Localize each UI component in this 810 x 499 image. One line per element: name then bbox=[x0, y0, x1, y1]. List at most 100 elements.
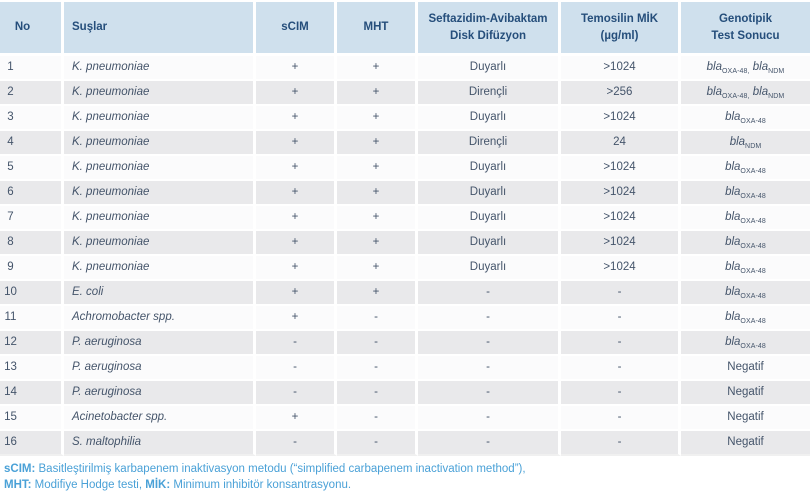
cell-ceftazidime-avibactam: Duyarlı bbox=[418, 181, 561, 206]
cell-strain: P. aeruginosa bbox=[64, 381, 256, 406]
cell-no: 1 bbox=[0, 56, 64, 81]
cell-no: 5 bbox=[0, 156, 64, 181]
table-row: 5 K. pneumoniae + + Duyarlı >1024 blaOXA-48 bbox=[0, 156, 810, 181]
cell-strain: P. aeruginosa bbox=[64, 331, 256, 356]
cell-strain: P. aeruginosa bbox=[64, 356, 256, 381]
table-row: 16 S. maltophilia - - - - Negatif bbox=[0, 431, 810, 456]
cell-scim: + bbox=[256, 106, 337, 131]
cell-scim: - bbox=[256, 431, 337, 456]
cell-temocillin-mic: - bbox=[561, 431, 681, 456]
cell-temocillin-mic: >1024 bbox=[561, 256, 681, 281]
cell-mht: - bbox=[337, 406, 418, 431]
cell-genotype: blaOXA-48 bbox=[681, 281, 810, 306]
cell-genotype: Negatif bbox=[681, 406, 810, 431]
cell-scim: + bbox=[256, 406, 337, 431]
table-row: 8 K. pneumoniae + + Duyarlı >1024 blaOXA-48 bbox=[0, 231, 810, 256]
cell-mht: + bbox=[337, 206, 418, 231]
cell-scim: + bbox=[256, 306, 337, 331]
table-row: 15 Acinetobacter spp. + - - - Negatif bbox=[0, 406, 810, 431]
col-header-ceftazidime-avibactam: Seftazidim-Avibaktam Disk Difüzyon bbox=[418, 2, 561, 56]
cell-mht: - bbox=[337, 306, 418, 331]
cell-no: 13 bbox=[0, 356, 64, 381]
col-header-no: No bbox=[0, 2, 64, 56]
cell-ceftazidime-avibactam: - bbox=[418, 406, 561, 431]
cell-mht: + bbox=[337, 106, 418, 131]
cell-scim: + bbox=[256, 56, 337, 81]
cell-mht: + bbox=[337, 281, 418, 306]
table-body: 1 K. pneumoniae + + Duyarlı >1024 blaOXA-48, b… bbox=[0, 56, 810, 456]
table-row: 13 P. aeruginosa - - - - Negatif bbox=[0, 356, 810, 381]
table-row: 1 K. pneumoniae + + Duyarlı >1024 blaOXA-48, b… bbox=[0, 56, 810, 81]
cell-scim: + bbox=[256, 281, 337, 306]
cell-no: 9 bbox=[0, 256, 64, 281]
cell-strain: K. pneumoniae bbox=[64, 181, 256, 206]
cell-mht: + bbox=[337, 56, 418, 81]
cell-scim: - bbox=[256, 331, 337, 356]
cell-no: 3 bbox=[0, 106, 64, 131]
cell-no: 12 bbox=[0, 331, 64, 356]
cell-mht: + bbox=[337, 156, 418, 181]
cell-no: 2 bbox=[0, 81, 64, 106]
cell-mht: - bbox=[337, 431, 418, 456]
cell-genotype: blaOXA-48 bbox=[681, 331, 810, 356]
cell-genotype: blaNDM bbox=[681, 131, 810, 156]
cell-temocillin-mic: - bbox=[561, 331, 681, 356]
col-header-temocillin-mic: Temosilin MİK (µg/ml) bbox=[561, 2, 681, 56]
cell-mht: + bbox=[337, 131, 418, 156]
table-row: 6 K. pneumoniae + + Duyarlı >1024 blaOXA-48 bbox=[0, 181, 810, 206]
cell-scim: + bbox=[256, 206, 337, 231]
cell-strain: K. pneumoniae bbox=[64, 256, 256, 281]
cell-ceftazidime-avibactam: Dirençli bbox=[418, 131, 561, 156]
cell-temocillin-mic: - bbox=[561, 306, 681, 331]
footnote-abbr: MHT: bbox=[4, 478, 32, 491]
header-row: No Suşlar sCIM MHT Seftazidim-Avibaktam … bbox=[0, 2, 810, 56]
cell-strain: Acinetobacter spp. bbox=[64, 406, 256, 431]
cell-mht: - bbox=[337, 356, 418, 381]
cell-mht: + bbox=[337, 81, 418, 106]
cell-genotype: blaOXA-48 bbox=[681, 256, 810, 281]
table-row: 12 P. aeruginosa - - - - blaOXA-48 bbox=[0, 331, 810, 356]
cell-temocillin-mic: >1024 bbox=[561, 206, 681, 231]
cell-ceftazidime-avibactam: Duyarlı bbox=[418, 231, 561, 256]
table-row: 3 K. pneumoniae + + Duyarlı >1024 blaOXA-48 bbox=[0, 106, 810, 131]
cell-temocillin-mic: - bbox=[561, 356, 681, 381]
col-header-scim: sCIM bbox=[256, 2, 337, 56]
cell-genotype: blaOXA-48 bbox=[681, 306, 810, 331]
cell-strain: S. maltophilia bbox=[64, 431, 256, 456]
cell-strain: K. pneumoniae bbox=[64, 106, 256, 131]
table-row: 11 Achromobacter spp. + - - - blaOXA-48 bbox=[0, 306, 810, 331]
table-row: 10 E. coli + + - - blaOXA-48 bbox=[0, 281, 810, 306]
cell-ceftazidime-avibactam: - bbox=[418, 281, 561, 306]
cell-no: 15 bbox=[0, 406, 64, 431]
cell-temocillin-mic: >256 bbox=[561, 81, 681, 106]
cell-scim: + bbox=[256, 156, 337, 181]
col-header-mht: MHT bbox=[337, 2, 418, 56]
cell-ceftazidime-avibactam: Duyarlı bbox=[418, 256, 561, 281]
cell-strain: K. pneumoniae bbox=[64, 156, 256, 181]
cell-temocillin-mic: 24 bbox=[561, 131, 681, 156]
cell-strain: K. pneumoniae bbox=[64, 231, 256, 256]
cell-genotype: Negatif bbox=[681, 431, 810, 456]
cell-strain: K. pneumoniae bbox=[64, 56, 256, 81]
cell-scim: + bbox=[256, 231, 337, 256]
table-header: No Suşlar sCIM MHT Seftazidim-Avibaktam … bbox=[0, 2, 810, 56]
cell-scim: - bbox=[256, 381, 337, 406]
cell-genotype: blaOXA-48, blaNDM bbox=[681, 81, 810, 106]
footnotes: sCIM: Basitleştirilmiş karbapenem inakti… bbox=[4, 463, 526, 491]
cell-mht: + bbox=[337, 181, 418, 206]
table-row: 2 K. pneumoniae + + Dirençli >256 blaOXA-48, b… bbox=[0, 81, 810, 106]
cell-no: 16 bbox=[0, 431, 64, 456]
cell-scim: + bbox=[256, 131, 337, 156]
cell-temocillin-mic: - bbox=[561, 281, 681, 306]
cell-ceftazidime-avibactam: Duyarlı bbox=[418, 106, 561, 131]
cell-temocillin-mic: >1024 bbox=[561, 56, 681, 81]
footnote-abbr: MİK: bbox=[145, 478, 171, 491]
cell-ceftazidime-avibactam: - bbox=[418, 306, 561, 331]
cell-mht: + bbox=[337, 256, 418, 281]
cell-no: 14 bbox=[0, 381, 64, 406]
cell-no: 11 bbox=[0, 306, 64, 331]
cell-mht: - bbox=[337, 331, 418, 356]
cell-ceftazidime-avibactam: Duyarlı bbox=[418, 156, 561, 181]
cell-temocillin-mic: - bbox=[561, 381, 681, 406]
col-header-genotype-result: Genotipik Test Sonucu bbox=[681, 2, 810, 56]
